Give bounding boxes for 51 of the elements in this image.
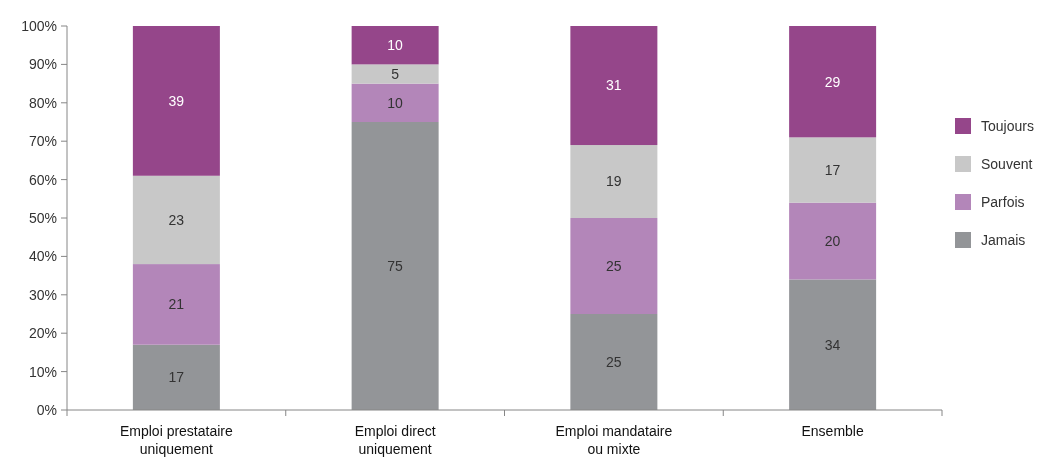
y-tick-label: 90% [28,56,57,73]
y-tick-label: 0% [36,401,57,418]
y-tick-label: 10% [28,363,57,380]
data-label: 5 [391,65,400,82]
bar [132,26,220,176]
y-tick-label: 60% [28,171,57,188]
data-label: 25 [606,257,622,274]
data-label: 17 [824,161,841,178]
data-label: 10 [387,94,404,111]
data-label: 23 [168,211,185,228]
y-tick-label: 80% [28,94,57,111]
bar [789,202,877,280]
legend-label: Jamais [981,231,1026,248]
bar [132,264,220,345]
y-tick-label: 70% [28,133,57,150]
data-label: 31 [606,77,622,94]
data-label: 21 [168,296,185,313]
data-label: 75 [387,257,404,274]
bar [132,344,220,410]
bar [132,175,220,265]
y-tick-label: 100% [21,17,57,34]
x-tick-label: Emploi direct uniquement [354,423,436,457]
bar [570,218,658,314]
data-label: 10 [387,37,404,54]
y-tick-label: 20% [28,325,57,342]
bar [351,122,439,410]
data-label: 20 [824,232,841,249]
legend-label: Parfois [981,193,1025,210]
legend-label: Souvent [981,155,1033,172]
bar [351,64,439,84]
bar [570,26,658,146]
y-tick-label: 30% [28,286,57,303]
bar [570,314,658,410]
data-label: 25 [606,353,622,370]
data-label: 19 [606,173,622,190]
legend-label: Toujours [981,117,1034,134]
bar [351,26,439,65]
bar [570,145,658,218]
data-label: 39 [168,92,185,109]
x-tick-label: Emploi mandataire ou mixte [555,423,673,457]
bar [789,137,877,203]
bar [789,26,877,138]
data-label: 34 [824,336,841,353]
x-tick-label: Emploi prestataire uniquement [119,423,233,457]
x-tick-label: Ensemble [801,423,864,439]
bar [351,83,439,122]
y-tick-label: 40% [28,248,57,265]
data-label: 29 [824,73,841,90]
bar [789,279,877,410]
data-label: 17 [168,369,185,386]
y-tick-label: 50% [28,209,57,226]
